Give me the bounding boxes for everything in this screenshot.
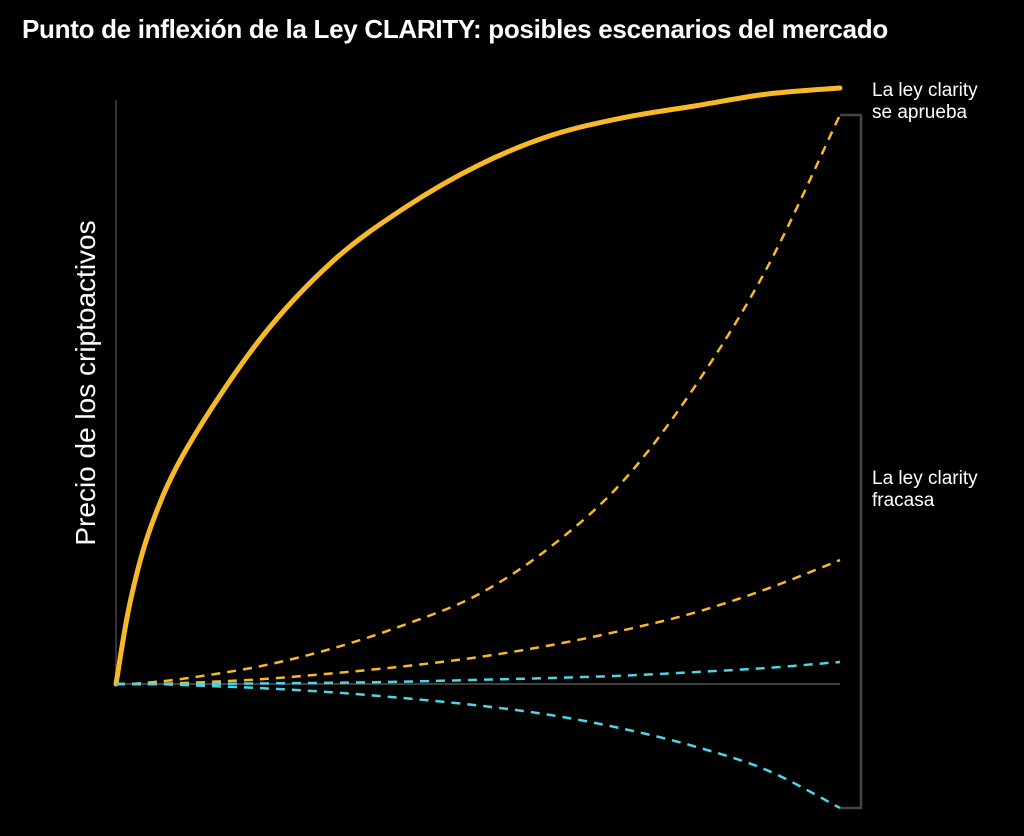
annotation-approved: La ley clarity se aprueba xyxy=(872,80,1022,124)
annotation-approved-line2: se aprueba xyxy=(872,102,968,123)
series-line-dashed-negative xyxy=(115,682,841,810)
annotation-fails-line1: La ley clarity xyxy=(872,468,978,489)
series-line-dashed-low xyxy=(115,660,841,686)
scenario-bracket xyxy=(840,113,863,810)
annotation-fails: La ley clarity fracasa xyxy=(872,468,1022,512)
series-line-dashed-mid xyxy=(115,558,841,686)
annotation-fails-line2: fracasa xyxy=(872,490,935,511)
chart-title: Punto de inflexión de la Ley CLARITY: po… xyxy=(22,14,888,44)
annotation-approved-line1: La ley clarity xyxy=(872,80,978,101)
series-line-solid xyxy=(113,85,843,687)
series-line-dashed-high xyxy=(115,114,842,686)
